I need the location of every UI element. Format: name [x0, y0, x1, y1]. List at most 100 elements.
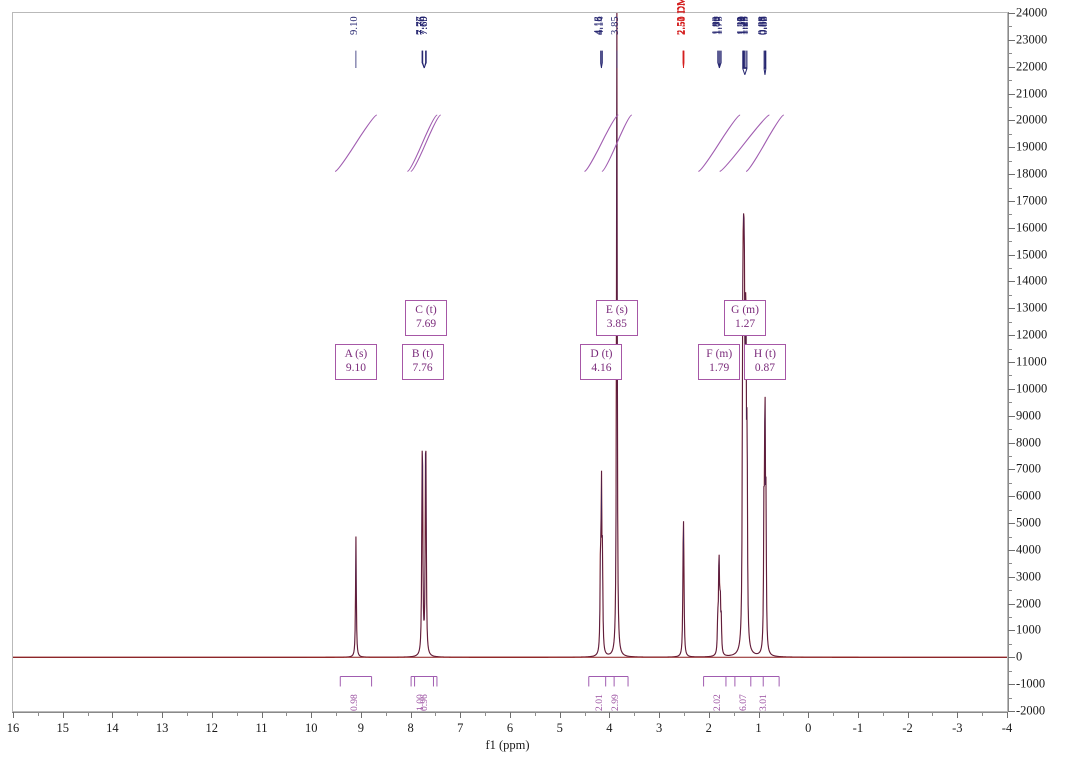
x-axis-tick: [559, 712, 561, 718]
x-axis-minor-tick: [982, 712, 984, 716]
integral-marker: [750, 675, 780, 687]
x-axis-tick: [62, 712, 64, 718]
x-axis-minor-tick: [634, 712, 636, 716]
y-axis-tick-label: -1000: [1016, 676, 1046, 691]
y-axis-tick-label: 18000: [1016, 166, 1048, 181]
x-axis-minor-tick: [733, 712, 735, 716]
multiplet-box-g[interactable]: G (m) 1.27: [724, 300, 767, 336]
integral-value-label: 2.01: [594, 694, 606, 711]
y-axis-minor-tick: [1008, 590, 1012, 592]
y-axis-minor-tick: [1008, 241, 1012, 243]
multiplet-label: C (t): [415, 304, 437, 316]
x-axis-tick: [211, 712, 213, 718]
x-axis-minor-tick: [584, 712, 586, 716]
integral-value-label: 2.02: [712, 694, 724, 711]
peak-shift-label: 3.85: [609, 16, 621, 35]
x-axis-tick-label: 16: [6, 721, 20, 735]
multiplet-label: F (m): [706, 348, 733, 360]
x-axis-tick-label: 12: [205, 721, 219, 735]
x-axis-tick-label: 6: [506, 721, 514, 735]
x-axis-tick: [510, 712, 511, 718]
y-axis-tick: [1008, 496, 1015, 498]
y-axis-tick: [1008, 684, 1015, 686]
x-axis-tick: [957, 712, 959, 718]
integral-value-label: 3.01: [757, 694, 769, 711]
y-axis-tick-label: 23000: [1016, 32, 1048, 47]
x-axis-tick-label: 1: [755, 721, 762, 735]
x-axis-tick-label: 2: [705, 721, 712, 735]
y-axis-tick: [1008, 281, 1015, 283]
y-axis-tick-label: 2000: [1016, 596, 1041, 611]
x-axis-tick: [261, 712, 263, 718]
y-axis-tick-label: 5000: [1016, 515, 1041, 530]
x-axis-tick-label: -1: [852, 721, 864, 735]
x-axis-tick: [112, 712, 114, 718]
y-axis-minor-tick: [1008, 268, 1012, 270]
plot-frame: [12, 12, 1008, 712]
multiplet-box-b[interactable]: B (t) 7.76: [401, 344, 444, 380]
x-axis-tick-label: 15: [56, 721, 69, 735]
multiplet-label: D (t): [590, 348, 613, 360]
x-axis-tick: [311, 712, 313, 718]
x-axis-minor-tick: [37, 712, 39, 716]
y-axis-tick-label: 12000: [1016, 327, 1048, 342]
y-axis-tick-label: 0: [1016, 649, 1023, 664]
x-axis-minor-tick: [683, 712, 685, 716]
x-axis-tick: [1007, 712, 1008, 718]
y-axis-tick-label: 8000: [1016, 435, 1041, 450]
multiplet-box-h[interactable]: H (t) 0.87: [743, 344, 786, 380]
integral-curve: [410, 114, 442, 172]
multiplet-shift: 4.16: [591, 361, 612, 374]
y-axis-tick: [1008, 469, 1015, 471]
peak-label-leader: [682, 50, 685, 69]
y-axis-minor-tick: [1008, 643, 1012, 645]
x-axis-tick-label: 7: [457, 721, 464, 735]
multiplet-box-f[interactable]: F (m) 1.79: [698, 344, 741, 380]
x-axis: f1 (ppm) 16 15 14 13 12 11 10 9 8 7 6 5 4 3 2 1 0 -1 -2 -3-…: [7, 712, 1012, 752]
multiplet-box-e[interactable]: E (s) 3.85: [595, 300, 638, 336]
y-axis-tick: [1008, 603, 1015, 605]
peak-shift-label: 4.14: [595, 16, 607, 35]
multiplet-box-c[interactable]: C (t) 7.69: [405, 300, 447, 336]
integral-curve: [719, 114, 770, 172]
y-axis-tick: [1008, 523, 1015, 525]
multiplet-label: G (m): [731, 304, 759, 316]
spectrum-canvas: [13, 13, 1007, 711]
x-axis-minor-tick: [236, 712, 238, 716]
y-axis-tick: [1008, 254, 1015, 256]
x-axis-tick-label: 5: [556, 721, 563, 735]
x-axis-tick: [360, 712, 362, 718]
y-axis-minor-tick: [1008, 375, 1012, 377]
x-axis-minor-tick: [336, 712, 338, 716]
y-axis-tick-label: 10000: [1016, 381, 1048, 396]
x-axis-minor-tick: [87, 712, 89, 716]
y-axis-tick: [1008, 147, 1015, 149]
x-axis-tick-label: 11: [255, 721, 268, 735]
y-axis-minor-tick: [1008, 160, 1012, 162]
y-axis-tick: [1008, 657, 1015, 659]
x-axis-minor-tick: [882, 712, 884, 716]
x-axis-tick: [410, 712, 412, 718]
y-axis-minor-tick: [1008, 509, 1012, 511]
y-axis-tick: [1008, 630, 1015, 632]
integral-marker: [725, 675, 764, 687]
y-axis-minor-tick: [1008, 214, 1012, 216]
y-axis-tick-label: 13000: [1016, 300, 1048, 315]
multiplet-box-a[interactable]: A (s) 9.10: [334, 344, 377, 380]
y-axis-minor-tick: [1008, 402, 1012, 404]
y-axis-tick: [1008, 39, 1015, 41]
integral-value-label: 6.07: [737, 694, 749, 711]
x-axis-tick-label: -3: [952, 721, 963, 735]
y-axis-tick: [1008, 362, 1015, 363]
integral-curve: [698, 114, 741, 172]
integral-marker: [703, 675, 736, 687]
y-axis-minor-tick: [1008, 80, 1012, 82]
y-axis-tick: [1008, 308, 1015, 310]
y-axis-tick-label: -2000: [1016, 703, 1046, 718]
peak-shift-label: 2.50 DMSO: [676, 0, 688, 35]
multiplet-box-d[interactable]: D (t) 4.16: [580, 344, 623, 380]
y-axis-tick-label: 11000: [1016, 354, 1047, 369]
integral-curve: [406, 114, 438, 172]
x-axis-tick: [857, 712, 859, 718]
y-axis-minor-tick: [1008, 617, 1012, 619]
